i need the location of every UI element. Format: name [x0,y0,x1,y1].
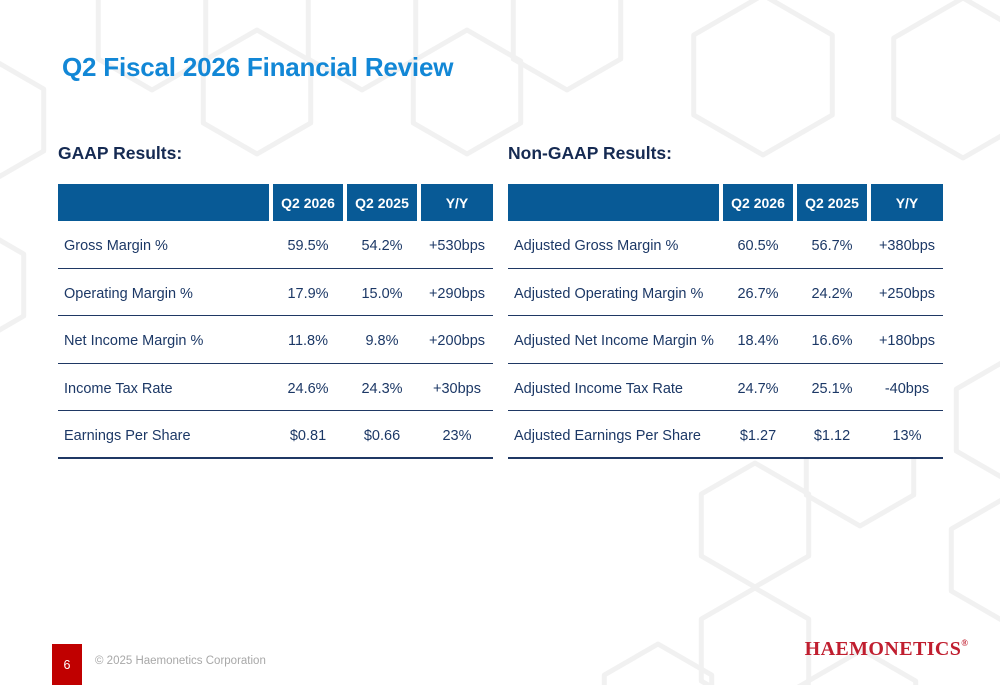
row-value: +530bps [428,238,486,255]
row-value: 13% [892,428,922,445]
row-label: Earnings Per Share [64,428,191,445]
table-row: Adjusted Operating Margin % 26.7% 24.2% +25… [508,269,943,317]
row-label: Adjusted Net Income Margin % [514,333,714,350]
row-value: 23% [442,428,472,445]
row-value: +180bps [878,333,936,350]
hexagon-decoration [95,0,209,93]
column-header: Q2 2025 [347,184,417,221]
table-header-row: Q2 2026 Q2 2025 Y/Y [508,184,943,221]
row-value: $0.81 [289,428,327,445]
page-number: 6 [63,657,71,672]
gaap-results-table: Q2 2026 Q2 2025 Y/Y Gross Margin % 59.5% 54.2… [58,184,493,459]
row-value: 17.9% [287,285,329,302]
hexagon-decoration [953,360,1000,480]
table-row: Adjusted Income Tax Rate 24.7% 25.1% -40bps [508,364,943,412]
hexagon-decoration [698,460,812,590]
hexagon-decoration [698,585,812,685]
row-value: $1.12 [813,428,851,445]
section-title-non-gaap: Non-GAAP Results: [508,143,672,163]
row-value: 11.8% [287,333,329,350]
haemonetics-logo: HAEMONETICS® [805,638,968,661]
hexagon-decoration [0,237,27,333]
hexagon-decoration [410,27,524,157]
row-value: +200bps [428,333,486,350]
row-value: 24.3% [361,381,403,398]
non-gaap-results-table: Q2 2026 Q2 2025 Y/Y Adjusted Gross Margin %… [508,184,943,459]
row-value: +380bps [878,238,936,255]
hexagon-decoration [601,641,715,685]
row-value: +30bps [433,381,481,398]
row-value: +290bps [428,285,486,302]
column-header: Q2 2026 [723,184,793,221]
hexagon-decoration [891,0,1000,161]
row-value: 56.7% [811,238,853,255]
registered-trademark-symbol: ® [961,638,968,648]
hexagon-decoration [691,0,835,158]
row-value: 59.5% [287,238,329,255]
row-value: 60.5% [737,238,779,255]
row-label: Net Income Margin % [64,333,204,350]
row-value: 25.1% [811,381,853,398]
hexagon-decoration [510,0,624,93]
table-row: Adjusted Net Income Margin % 18.4% 16.6% +1… [508,316,943,364]
column-header: Q2 2025 [797,184,867,221]
hexagon-decoration [0,60,47,180]
row-label: Gross Margin % [64,238,168,255]
row-value: 9.8% [365,333,399,350]
row-label: Adjusted Gross Margin % [514,238,679,255]
row-value: 16.6% [811,333,853,350]
hexagon-decoration [805,647,919,685]
column-header [58,184,269,221]
section-title-gaap: GAAP Results: [58,143,183,163]
column-header: Y/Y [871,184,943,221]
row-value: 18.4% [737,333,779,350]
slide-title: Q2 Fiscal 2026 Financial Review [62,52,454,82]
row-value: $0.66 [363,428,401,445]
row-label: Adjusted Earnings Per Share [514,428,701,445]
column-header: Y/Y [421,184,493,221]
row-label: Operating Margin % [64,285,193,302]
hexagon-decoration [200,27,314,157]
row-value: -40bps [884,381,930,398]
table-row: Gross Margin % 59.5% 54.2% +530bps [58,221,493,269]
column-header: Q2 2026 [273,184,343,221]
row-value: +250bps [878,285,936,302]
row-value: 15.0% [361,285,403,302]
hexagon-decoration [948,498,1000,622]
table-row: Income Tax Rate 24.6% 24.3% +30bps [58,364,493,412]
table-header-row: Q2 2026 Q2 2025 Y/Y [58,184,493,221]
row-value: 54.2% [361,238,403,255]
column-header [508,184,719,221]
row-label: Income Tax Rate [64,381,173,398]
table-row: Adjusted Gross Margin % 60.5% 56.7% +380bps [508,221,943,269]
table-row: Earnings Per Share $0.81 $0.66 23% [58,411,493,459]
row-value: $1.27 [739,428,777,445]
table-row: Adjusted Earnings Per Share $1.27 $1.12 13% [508,411,943,459]
row-value: 26.7% [737,285,779,302]
row-label: Adjusted Operating Margin % [514,285,704,302]
table-row: Operating Margin % 17.9% 15.0% +290bps [58,269,493,317]
row-value: 24.6% [287,381,329,398]
logo-text: HAEMONETICS [804,638,962,660]
row-value: 24.7% [737,381,779,398]
page-number-badge: 6 [52,644,82,685]
row-value: 24.2% [811,285,853,302]
hexagon-decoration [305,0,419,93]
row-label: Adjusted Income Tax Rate [514,381,683,398]
table-row: Net Income Margin % 11.8% 9.8% +200bps [58,316,493,364]
copyright-text: © 2025 Haemonetics Corporation [95,655,266,667]
